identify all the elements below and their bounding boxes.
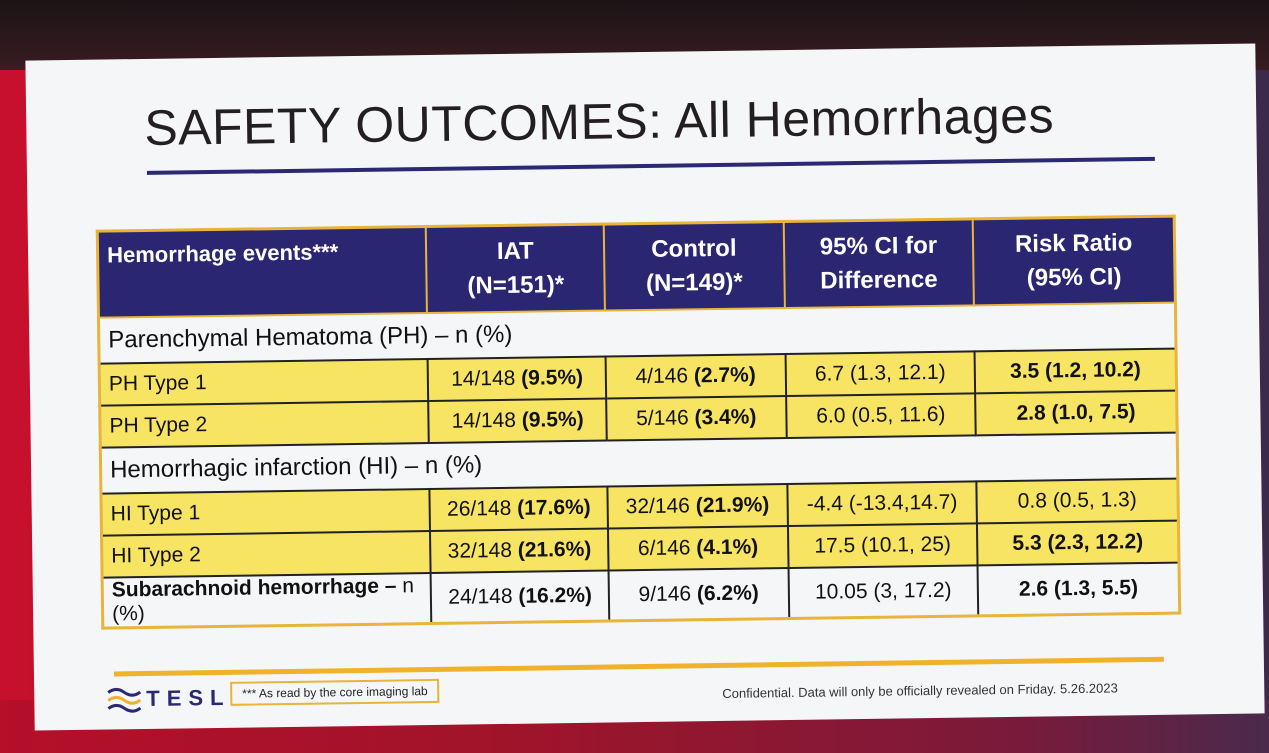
control-value: 32/146 (21.9%) bbox=[607, 484, 788, 529]
risk-ratio-value: 2.6 (1.3, 5.5) bbox=[977, 562, 1180, 616]
ci-value: 10.05 (3, 17.2) bbox=[788, 565, 979, 619]
slide-title: SAFETY OUTCOMES: All Hemorrhages bbox=[143, 87, 1055, 156]
control-value: 9/146 (6.2%) bbox=[608, 568, 789, 622]
header-ci: 95% CI for Difference bbox=[783, 218, 975, 309]
iat-value: 32/148 (21.6%) bbox=[430, 528, 609, 574]
row-label: PH Type 1 bbox=[99, 359, 429, 406]
ci-value: 17.5 (10.1, 25) bbox=[787, 523, 978, 569]
safety-outcomes-table: Hemorrhage events*** IAT (N=151)* Control… bbox=[95, 214, 1182, 630]
risk-ratio-value: 3.5 (1.2, 10.2) bbox=[974, 348, 1177, 394]
risk-ratio-value: 2.8 (1.0, 7.5) bbox=[975, 390, 1178, 436]
presentation-slide: SAFETY OUTCOMES: All Hemorrhages Hemorrh… bbox=[25, 43, 1265, 731]
row-label: Subarachnoid hemorrhage – n (%) bbox=[102, 573, 432, 629]
header-events: Hemorrhage events*** bbox=[97, 226, 428, 318]
ci-value: 6.7 (1.3, 12.1) bbox=[785, 351, 976, 397]
risk-ratio-value: 0.8 (0.5, 1.3) bbox=[976, 478, 1179, 524]
row-label: HI Type 2 bbox=[101, 531, 431, 578]
iat-value: 14/148 (9.5%) bbox=[428, 356, 607, 402]
risk-ratio-value: 5.3 (2.3, 12.2) bbox=[977, 520, 1180, 566]
iat-value: 24/148 (16.2%) bbox=[430, 570, 610, 624]
ci-value: -4.4 (-13.4,14.7) bbox=[786, 481, 978, 527]
footer-rule bbox=[113, 656, 1164, 677]
header-risk-ratio: Risk Ratio (95% CI) bbox=[972, 216, 1176, 306]
table-header-row: Hemorrhage events*** IAT (N=151)* Control… bbox=[97, 216, 1176, 318]
control-value: 6/146 (4.1%) bbox=[607, 526, 789, 571]
confidential-notice: Confidential. Data will only be official… bbox=[722, 680, 1118, 701]
header-control: Control (N=149)* bbox=[603, 221, 785, 311]
control-value: 4/146 (2.7%) bbox=[605, 354, 786, 399]
row-label: HI Type 1 bbox=[100, 489, 431, 536]
ci-value: 6.0 (0.5, 11.6) bbox=[785, 393, 976, 439]
header-iat: IAT (N=151)* bbox=[426, 224, 605, 314]
control-value: 5/146 (3.4%) bbox=[606, 396, 787, 441]
iat-value: 14/148 (9.5%) bbox=[428, 398, 607, 444]
footnote-box: *** As read by the core imaging lab bbox=[230, 678, 440, 706]
iat-value: 26/148 (17.6%) bbox=[429, 486, 608, 532]
tesla-logo: TESLA bbox=[106, 682, 254, 714]
title-underline bbox=[146, 156, 1155, 175]
tesla-logo-mark-icon bbox=[107, 687, 142, 713]
row-label: PH Type 2 bbox=[99, 401, 430, 448]
